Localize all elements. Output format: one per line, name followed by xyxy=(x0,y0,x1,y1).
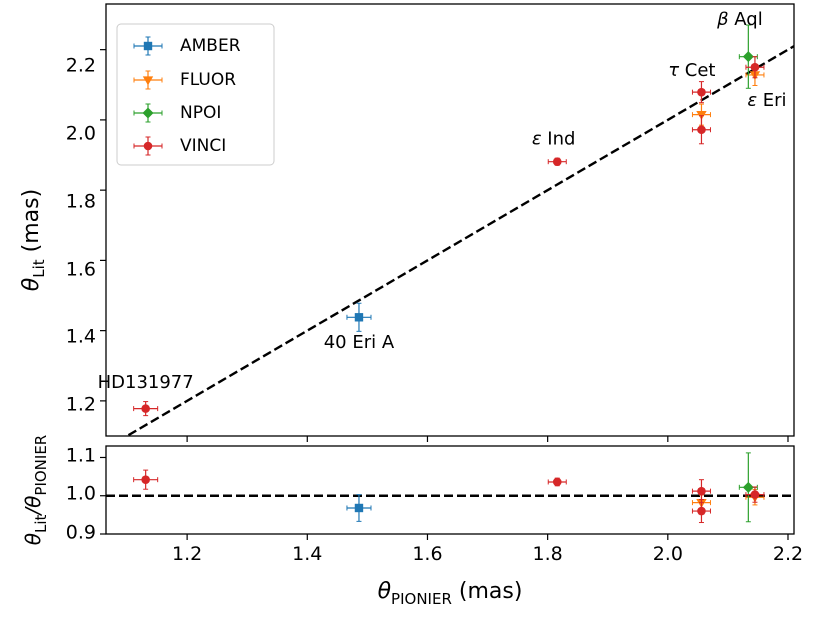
x-axis-label: θPIONIER (mas) xyxy=(378,579,523,608)
xtick-label: 1.6 xyxy=(412,543,442,565)
xtick-label: 1.4 xyxy=(292,543,322,565)
ratio-vinci-point-marker xyxy=(697,486,706,496)
legend-box xyxy=(116,23,275,166)
main-axes-frame xyxy=(105,3,795,437)
main-ytick-label: 1.4 xyxy=(66,326,96,348)
legend-markers xyxy=(133,36,163,156)
legend-label-fluor: FLUOR xyxy=(180,70,236,90)
main-ytick-label: 2.2 xyxy=(66,55,96,77)
ratio-ytick-label: 1.0 xyxy=(66,483,96,505)
legend-label-vinci: VINCI xyxy=(180,136,226,156)
ratio-plot-area xyxy=(106,452,794,524)
legend-marker-vinci xyxy=(143,141,153,151)
annotation-beta-aql: β Aql xyxy=(716,9,763,30)
xtick-label: 2.0 xyxy=(653,543,683,565)
annotation-tau-cet: τ Cet xyxy=(668,60,715,81)
main-vinci-point-marker xyxy=(552,157,562,166)
main-ytick-label: 2.0 xyxy=(66,123,96,145)
xtick-label: 2.2 xyxy=(773,543,803,565)
ratio-axes-frame xyxy=(105,445,795,535)
ratio-amber-point-marker xyxy=(354,503,364,513)
main-y-axis-label: θLit (mas) xyxy=(19,189,48,291)
main-plot-area xyxy=(124,24,794,436)
legend-marker-fluor xyxy=(142,76,154,86)
legend: AMBER FLUOR NPOI VINCI xyxy=(116,23,275,166)
legend-label-amber: AMBER xyxy=(180,36,241,56)
annotation-eps-ind: ε Ind xyxy=(532,128,576,149)
xtick-label: 1.8 xyxy=(533,543,563,565)
annotation-hd131977: HD131977 xyxy=(98,372,194,393)
ratio-vinci-point-marker xyxy=(141,475,150,484)
main-vinci-point-marker xyxy=(697,125,706,135)
main-ytick-label: 1.2 xyxy=(66,394,96,416)
ratio-ytick-label: 0.9 xyxy=(66,522,96,544)
main-panel: 1.2 1.4 1.6 1.8 2.0 2.2 θLit (mas) HD131… xyxy=(19,3,795,437)
one-to-one-line xyxy=(124,45,794,436)
main-vinci-point-marker xyxy=(697,87,706,97)
main-amber-point-marker xyxy=(354,313,364,322)
main-npoi-point-marker xyxy=(742,51,754,63)
ratio-panel: 0.9 1.0 1.1 θLit/θPIONIER 1.2 1.4 1.6 1.… xyxy=(21,435,803,608)
ratio-ytick-label: 1.1 xyxy=(66,445,96,467)
main-vinci-point-marker xyxy=(141,404,150,413)
ratio-npoi-point-marker xyxy=(742,481,754,493)
ratio-vinci-point-marker xyxy=(552,477,562,487)
annotation-eps-eri: ε Eri xyxy=(747,90,786,111)
legend-marker-amber xyxy=(143,41,153,51)
legend-marker-npoi xyxy=(142,107,154,119)
ratio-y-axis-label: θLit/θPIONIER xyxy=(21,435,50,545)
xtick-label: 1.2 xyxy=(172,543,202,565)
main-ytick-label: 1.6 xyxy=(66,259,96,281)
ratio-vinci-point-marker xyxy=(697,506,706,516)
legend-label-npoi: NPOI xyxy=(180,103,221,123)
main-ytick-label: 1.8 xyxy=(66,191,96,213)
ratio-vinci-point-marker xyxy=(750,490,760,499)
annotation-40-eri-a: 40 Eri A xyxy=(324,332,395,353)
main-vinci-point-marker xyxy=(750,62,760,72)
